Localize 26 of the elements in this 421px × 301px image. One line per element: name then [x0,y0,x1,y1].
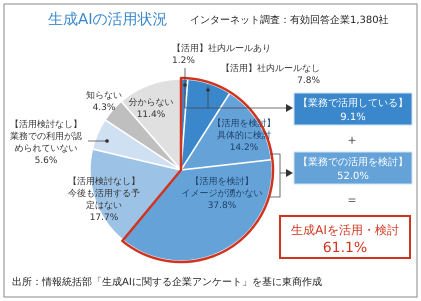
text: 生成AIを活用・検討 [291,223,399,237]
text: 52.0% [337,171,369,182]
data-label: 14.2% [228,142,260,154]
slice-label: 【活用を検討】イメージが湧かない [180,176,264,200]
slice-label: 分からない [128,97,174,109]
text: 【業務での活用を検討】 [298,156,408,168]
data-label: 4.3% [92,102,116,114]
text: 9.1% [340,112,366,123]
data-label: 37.8% [206,200,238,212]
data-label: 11.4% [136,109,166,121]
slice-label: 知らない [85,90,123,102]
slice-label: 【活用検討なし】今後も活用する予定はない [67,176,141,212]
slice-label: 【活用検討なし】業務での利用が認められていない [9,119,83,155]
text: 出所：情報統括部「生成AIに関する企業アンケート」を基に東商作成 [12,276,322,288]
data-label: 17.7% [88,212,120,224]
text: 61.1% [322,240,368,256]
chart-subtitle: インターネット調査：有効回答企業1,380社 [190,14,389,26]
text: 【業務で活用している】 [298,97,408,109]
data-label: 5.6% [34,155,58,167]
data-label: 7.8% [296,75,320,87]
text: ＋ [346,133,358,148]
slice-label: 【活用】社内ルールなし [220,63,320,75]
slice-label: 【活用】社内ルールあり [172,43,272,55]
data-label: 1.2% [172,56,195,66]
text: ＝ [346,193,358,208]
chart-title: 生成AIの活用状況 [48,10,168,28]
